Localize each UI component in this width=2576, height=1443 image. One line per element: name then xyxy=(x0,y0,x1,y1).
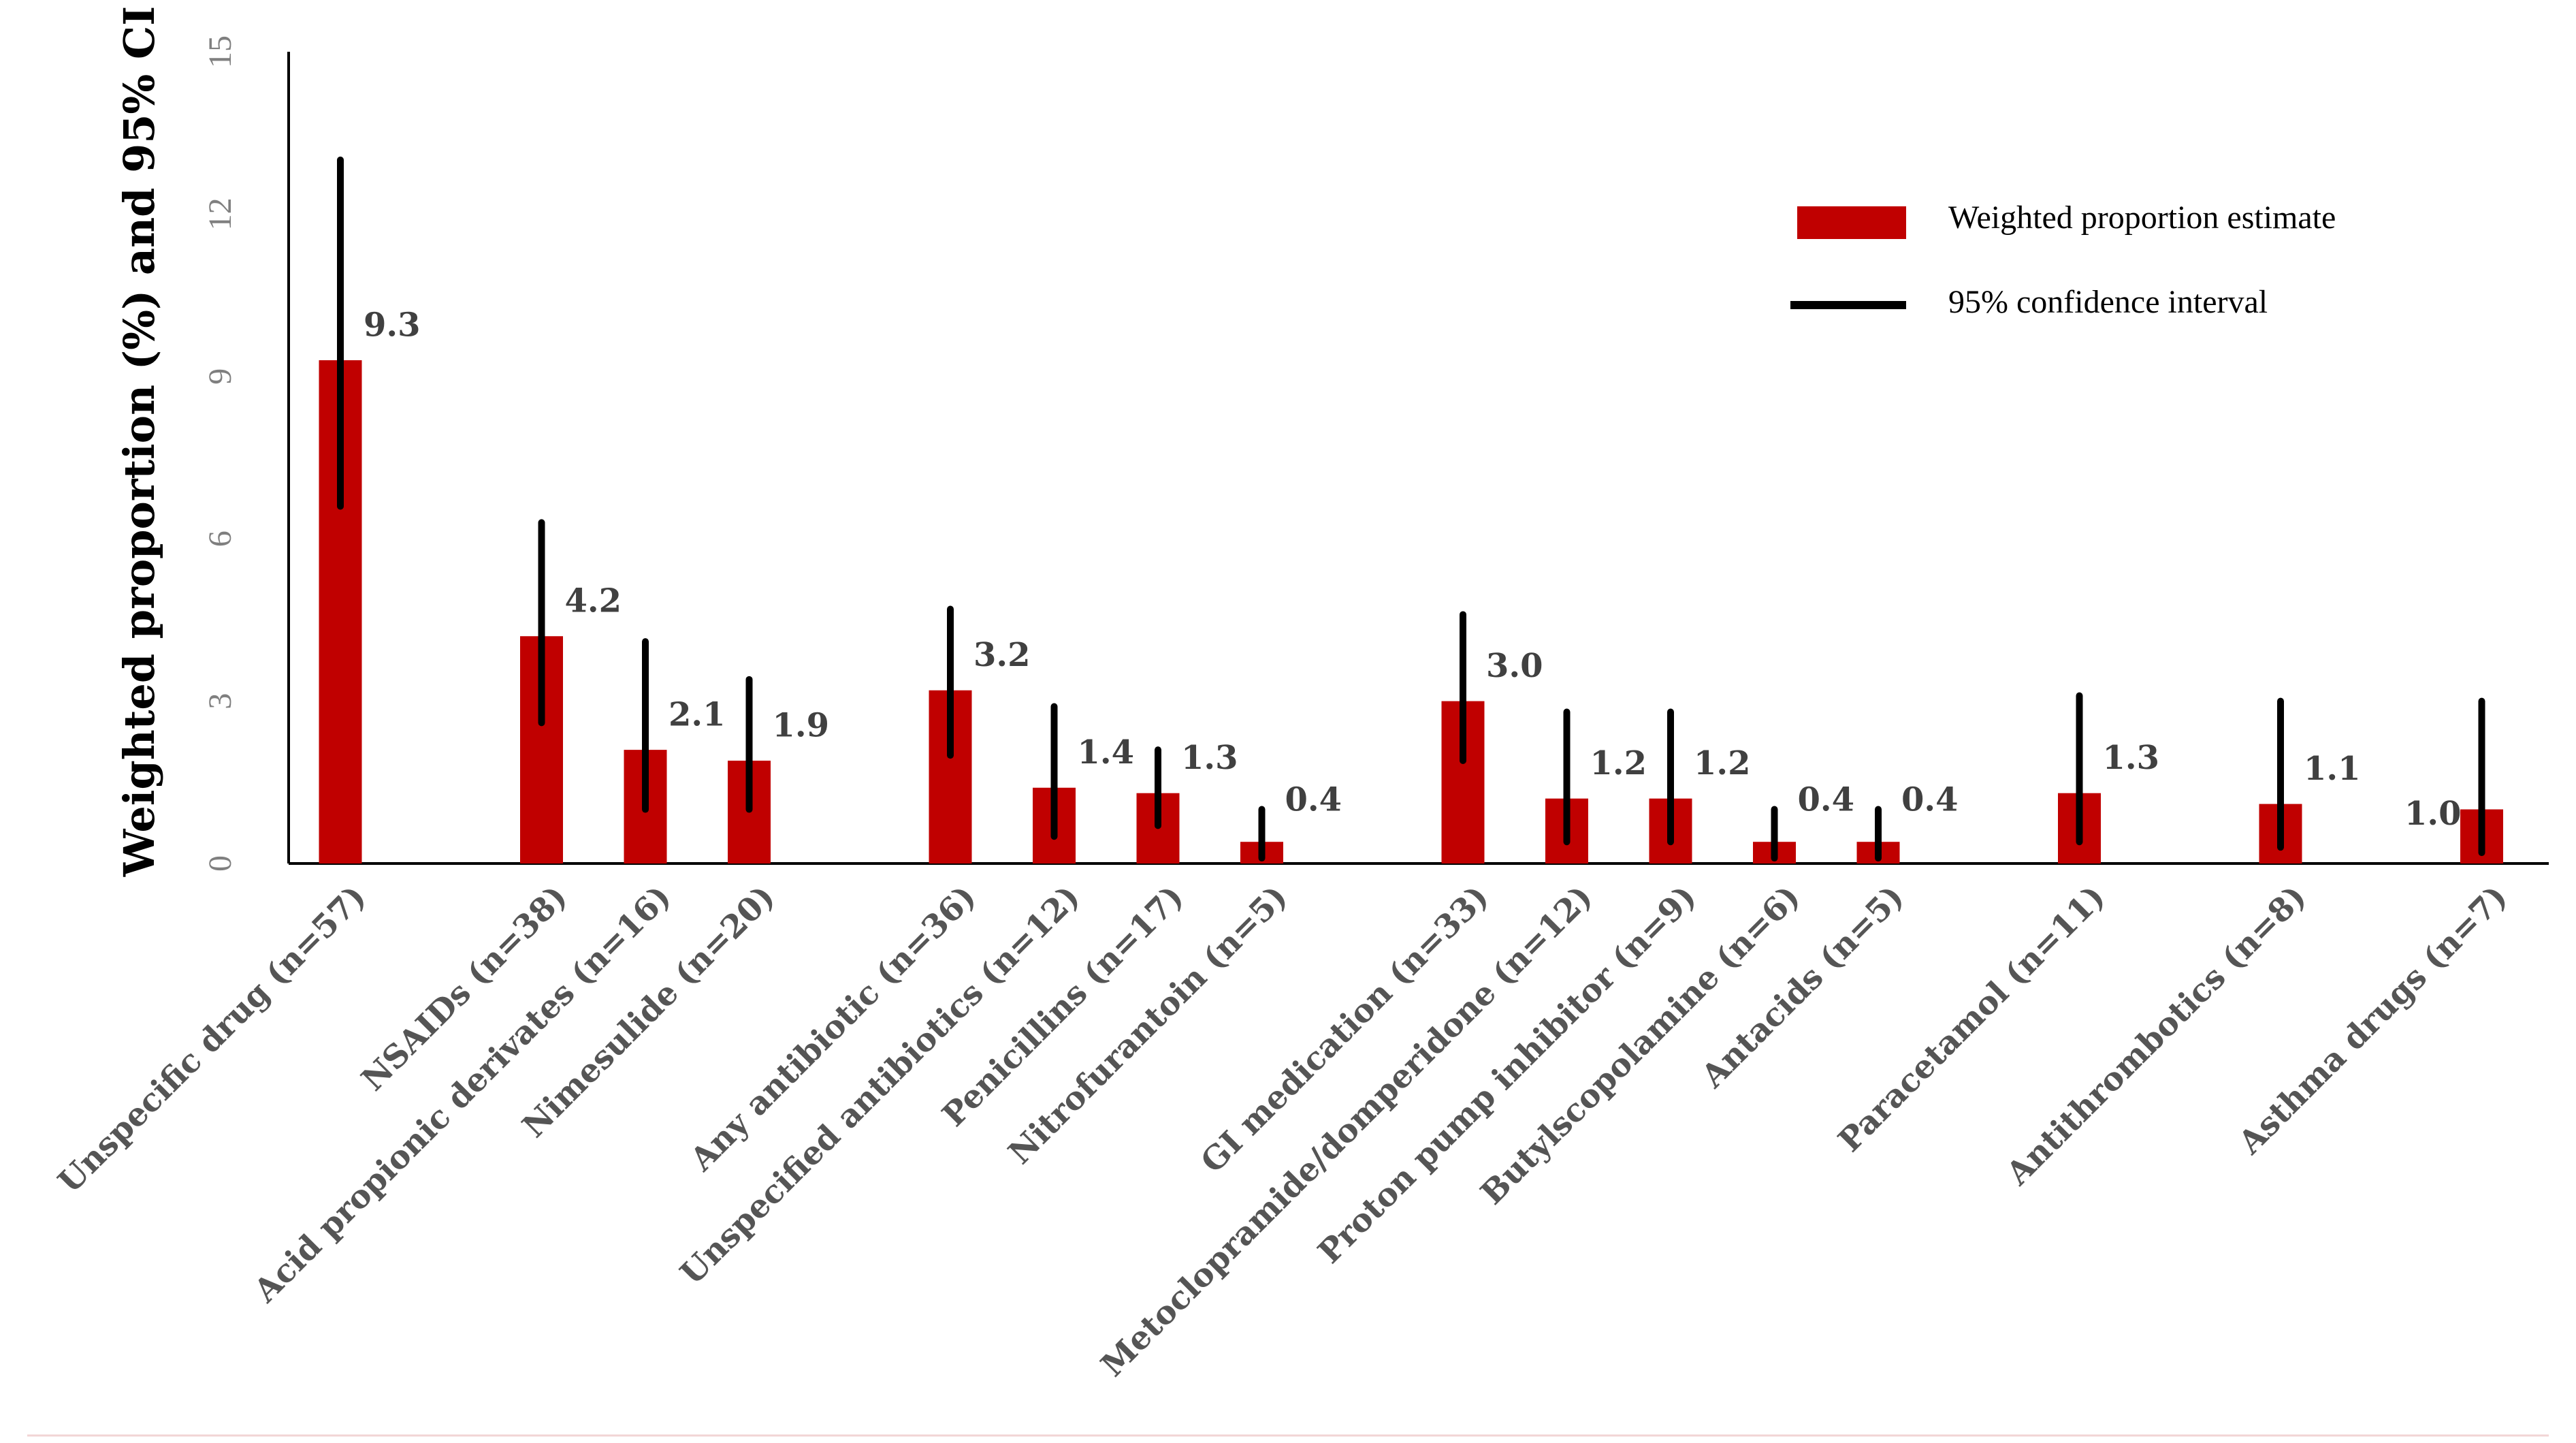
x-tick-label: Proton pump inhibitor (n=9) xyxy=(1311,878,1704,1271)
data-label: 1.1 xyxy=(2304,750,2361,788)
data-label: 1.2 xyxy=(1590,744,1647,782)
y-tick-label: 3 xyxy=(202,693,238,710)
x-tick-label: Metoclopramide/domperidone (n=12) xyxy=(1094,878,1600,1384)
y-axis: 0 3 6 9 12 15 xyxy=(202,35,290,872)
y-tick-label: 12 xyxy=(202,197,238,230)
legend: Weighted proportion estimate 95% confide… xyxy=(1790,200,2336,320)
y-tick-label: 15 xyxy=(202,35,238,68)
y-tick-label: 6 xyxy=(202,530,238,547)
data-label: 0.4 xyxy=(1285,781,1342,819)
legend-bar-label: Weighted proportion estimate xyxy=(1948,200,2336,236)
legend-ci-label: 95% confidence interval xyxy=(1948,284,2268,320)
data-label: 2.1 xyxy=(669,696,726,734)
confidence-intervals xyxy=(337,156,2485,862)
data-label: 1.0 xyxy=(2404,795,2462,833)
data-label: 0.4 xyxy=(1798,781,1855,819)
data-label: 3.0 xyxy=(1486,647,1543,685)
x-tick-label: Unspecific drug (n=57) xyxy=(51,878,373,1201)
data-label: 0.4 xyxy=(1901,781,1959,819)
data-label: 1.3 xyxy=(1181,739,1238,777)
y-tick-label: 9 xyxy=(202,368,238,385)
data-label: 9.3 xyxy=(364,306,421,344)
data-label: 1.4 xyxy=(1078,733,1135,772)
data-label: 1.2 xyxy=(1694,744,1751,782)
data-label: 4.2 xyxy=(565,582,622,620)
x-tick-labels: Unspecific drug (n=57)NSAIDs (n=38)Acid … xyxy=(51,878,2515,1384)
y-tick-label: 0 xyxy=(202,855,238,872)
x-tick-label: Antacids (n=5) xyxy=(1694,878,1911,1096)
data-label: 3.2 xyxy=(973,636,1031,674)
legend-bar-swatch xyxy=(1797,206,1906,239)
data-label: 1.3 xyxy=(2103,739,2160,777)
data-labels: 9.3 4.2 2.1 1.9 3.2 1.4 1.3 0.4 3.0 1.2 1.2 0.4 0.4 1… xyxy=(364,306,2462,833)
data-label: 1.9 xyxy=(773,707,830,745)
y-axis-label: Weighted proportion (%) and 95% CI xyxy=(114,6,164,877)
